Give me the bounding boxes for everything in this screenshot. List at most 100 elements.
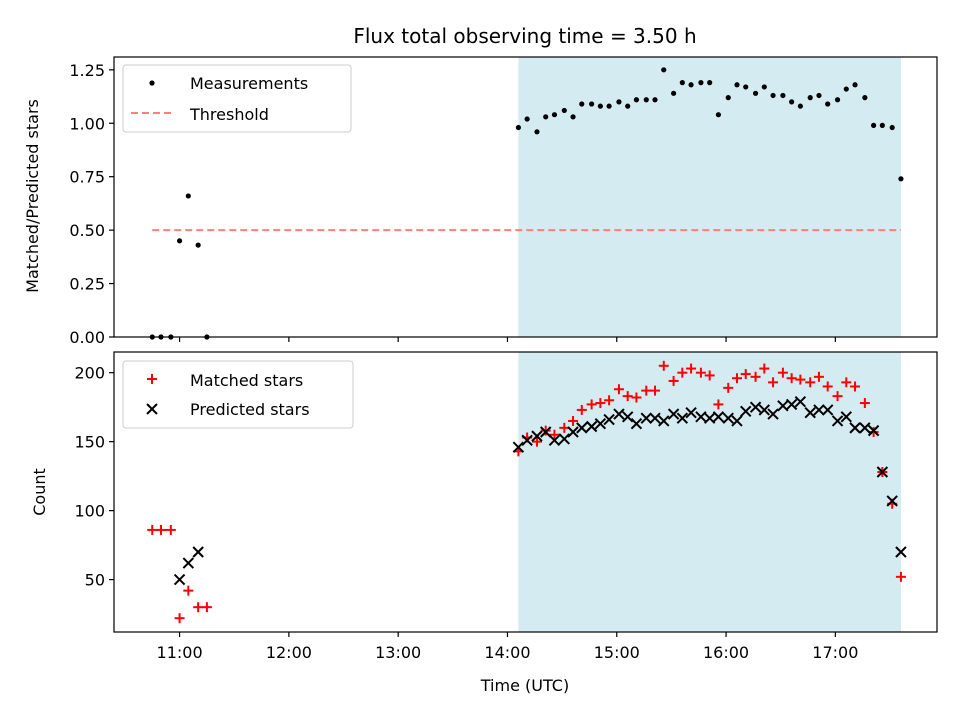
matched-star-point <box>795 374 806 385</box>
matched-star-point <box>723 382 734 393</box>
predicted-star-point <box>813 404 825 416</box>
measurement-point <box>679 80 685 86</box>
top-x-ticks <box>178 337 836 342</box>
predicted-star-point <box>785 398 798 411</box>
predicted-star-point <box>767 408 779 420</box>
predicted-star-point <box>182 557 195 569</box>
matched-star-point <box>586 399 597 410</box>
legend-predicted-marker <box>146 403 158 415</box>
measurement-point <box>185 193 191 199</box>
legend-matched-label: Matched stars <box>190 371 303 390</box>
bottom-x-ticks: 11:00 12:00 13:00 14:00 15:00 16:00 17:00 <box>157 632 858 662</box>
bottom-xtick-label: 17:00 <box>812 643 858 662</box>
bottom-xtick-label: 16:00 <box>703 643 749 662</box>
matched-star-point <box>841 377 852 388</box>
matched-star-point <box>750 371 761 382</box>
top-y-ticks: 0.00 0.25 0.50 0.75 1.00 1.25 <box>69 61 114 347</box>
predicted-star-point <box>613 408 625 420</box>
bottom-shaded-span <box>518 352 901 632</box>
matched-star-point <box>768 377 779 388</box>
predicted-star-point <box>173 573 186 586</box>
panel-top: 0.00 0.25 0.50 0.75 1.00 1.25 Matched/Predict… <box>23 56 938 347</box>
matched-star-point <box>147 524 158 535</box>
predicted-star-point <box>831 415 844 427</box>
matched-star-point <box>631 392 642 403</box>
measurement-point <box>606 103 612 109</box>
matched-star-point <box>686 363 697 374</box>
measurement-point <box>898 176 904 182</box>
measurement-point <box>752 90 759 96</box>
predicted-star-point <box>840 411 852 423</box>
matched-star-point <box>704 370 715 381</box>
matched-star-point <box>183 585 194 596</box>
measurement-point <box>561 107 567 114</box>
predicted-star-point <box>876 466 889 478</box>
measurement-point <box>825 101 831 107</box>
top-ytick-label: 1.25 <box>69 61 105 80</box>
measurement-point <box>698 80 704 86</box>
predicted-star-point <box>548 434 561 446</box>
predicted-star-point <box>585 420 598 433</box>
predicted-star-point <box>531 430 543 442</box>
measurement-point <box>688 82 694 88</box>
predicted-star-point <box>649 412 661 424</box>
bottom-y-axis-label: Count <box>30 468 49 516</box>
measurement-point <box>807 95 813 101</box>
predicted-star-point <box>740 405 752 418</box>
predicted-star-point <box>695 411 707 423</box>
matched-star-point <box>759 363 770 374</box>
legend-measurements-marker <box>149 80 155 86</box>
bottom-span-rect <box>518 352 901 632</box>
measurement-point <box>715 112 722 118</box>
measurement-point <box>889 124 895 131</box>
matched-star-point <box>576 404 587 415</box>
measurement-point <box>597 103 603 109</box>
matched-star-point <box>813 371 824 382</box>
top-span-rect <box>518 57 901 337</box>
predicted-star-point <box>794 395 807 408</box>
measurement-point <box>524 116 530 122</box>
predicted-star-point <box>192 546 204 558</box>
predicted-star-point <box>630 418 643 430</box>
measurement-point <box>176 238 183 244</box>
matched-star-point <box>832 391 843 402</box>
top-shaded-span <box>518 57 901 337</box>
predicted-star-point <box>576 422 588 434</box>
top-measurement-points <box>149 67 904 340</box>
matched-star-point <box>549 429 560 440</box>
measurement-point <box>579 101 585 107</box>
panel-bottom: 50 100 150 200 11:00 12:00 13:00 14:00 15:00 16:… <box>30 351 938 695</box>
matched-star-point <box>531 436 542 447</box>
top-legend: Measurements Threshold <box>122 64 352 133</box>
matched-star-point <box>622 391 633 402</box>
predicted-star-point <box>849 422 861 434</box>
bottom-xtick-label: 15:00 <box>594 643 640 662</box>
predicted-star-point <box>821 404 834 416</box>
bottom-ytick-label: 100 <box>74 502 105 521</box>
predicted-star-point <box>859 422 871 434</box>
top-y-axis-label: Matched/Predicted stars <box>23 99 42 293</box>
predicted-star-point <box>804 406 816 419</box>
matched-star-point <box>777 367 788 378</box>
matched-star-point <box>677 367 688 378</box>
measurement-point <box>862 95 868 101</box>
measurement-point <box>743 84 749 90</box>
bottom-x-axis-label: Time (UTC) <box>480 676 569 695</box>
top-legend-box <box>122 64 352 133</box>
measurement-point <box>816 92 822 99</box>
measurement-point <box>616 99 622 105</box>
top-ytick-label: 0.00 <box>69 328 105 347</box>
predicted-star-point <box>895 546 907 558</box>
chart-title: Flux total observing time = 3.50 h <box>353 24 696 48</box>
predicted-star-point <box>512 441 525 453</box>
measurement-point <box>515 124 521 131</box>
matched-star-point <box>668 375 679 386</box>
measurement-point <box>589 101 595 107</box>
matched-star-point <box>641 385 652 396</box>
matched-star-point <box>658 360 669 371</box>
bottom-xtick-label: 13:00 <box>375 643 421 662</box>
measurement-point <box>834 97 841 103</box>
measurement-point <box>625 103 631 109</box>
